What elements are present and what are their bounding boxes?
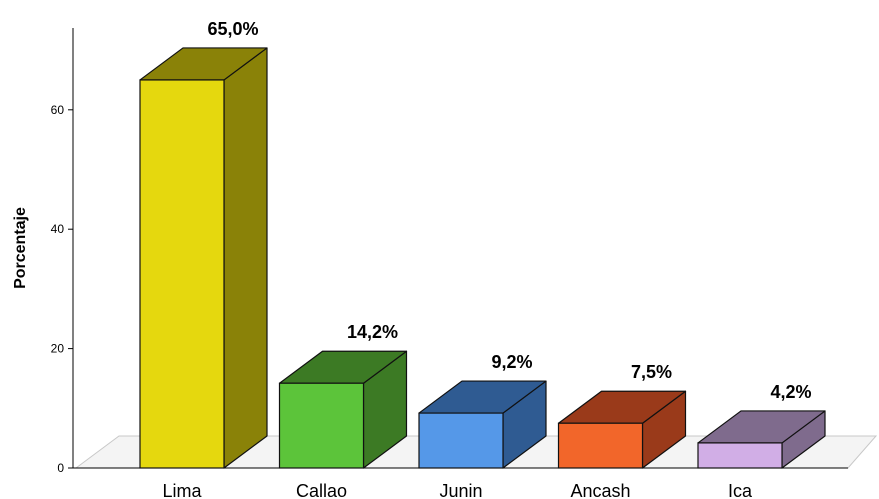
bar-side-face bbox=[223, 47, 268, 469]
bar-front-face bbox=[697, 442, 783, 469]
y-tick-label: 40 bbox=[51, 222, 65, 236]
data-label: 9,2% bbox=[491, 352, 532, 372]
y-axis-title: Porcentaje bbox=[12, 207, 29, 289]
bar-front-face bbox=[139, 79, 225, 469]
bar-ancash bbox=[557, 390, 687, 469]
data-label: 4,2% bbox=[770, 382, 811, 402]
bar-ica bbox=[697, 410, 826, 469]
x-tick-label: Junin bbox=[439, 481, 482, 499]
x-tick-label: Ica bbox=[728, 481, 753, 499]
bar-front-face bbox=[418, 412, 504, 469]
bar-front-face bbox=[557, 422, 644, 469]
bar-front-face bbox=[278, 382, 365, 469]
data-label: 14,2% bbox=[347, 322, 398, 342]
y-tick-label: 60 bbox=[51, 103, 65, 117]
y-tick-label: 20 bbox=[51, 342, 65, 356]
x-tick-label: Lima bbox=[162, 481, 202, 499]
bar-lima bbox=[139, 47, 268, 469]
bars bbox=[139, 47, 826, 469]
data-label: 65,0% bbox=[207, 19, 258, 39]
x-tick-label: Ancash bbox=[570, 481, 630, 499]
bar-callao bbox=[278, 350, 408, 469]
data-label: 7,5% bbox=[631, 362, 672, 382]
y-tick-label: 0 bbox=[57, 461, 64, 475]
labels: 65,0% Lima 14,2% Callao 9,2% Junin 7,5% Ancash 4… bbox=[162, 19, 811, 499]
x-tick-label: Callao bbox=[296, 481, 347, 499]
bar-junin bbox=[418, 380, 547, 469]
